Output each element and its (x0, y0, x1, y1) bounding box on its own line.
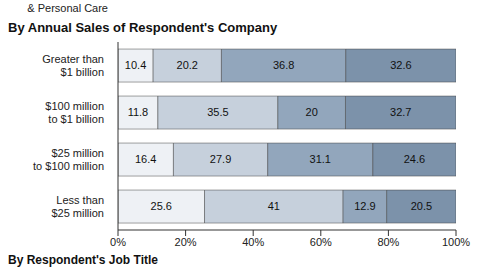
svg-text:10.4: 10.4 (125, 59, 146, 71)
svg-text:60%: 60% (310, 236, 332, 248)
html-text:By Respondent's Job Title: By Respondent's Job Title (8, 253, 158, 267)
svg-text:$25 millionto $100 million: $25 millionto $100 million (33, 147, 104, 172)
svg-text:27.9: 27.9 (210, 153, 231, 165)
svg-text:12.9: 12.9 (354, 200, 375, 212)
svg-text:36.8: 36.8 (273, 59, 294, 71)
svg-text:24.6: 24.6 (404, 153, 425, 165)
svg-text:32.7: 32.7 (390, 106, 411, 118)
svg-text:Greater than$1 billion: Greater than$1 billion (42, 53, 104, 78)
svg-text:11.8: 11.8 (128, 106, 149, 118)
html-text:By Annual Sales of Respondent': By Annual Sales of Respondent's Company (8, 20, 278, 35)
svg-text:20.5: 20.5 (411, 200, 432, 212)
svg-text:16.4: 16.4 (135, 153, 156, 165)
svg-text:31.1: 31.1 (310, 153, 331, 165)
svg-text:35.5: 35.5 (207, 106, 228, 118)
svg-text:20: 20 (306, 106, 318, 118)
svg-text:0%: 0% (110, 236, 126, 248)
svg-text:$100 millionto $1 billion: $100 millionto $1 billion (45, 100, 104, 125)
svg-text:41: 41 (268, 200, 280, 212)
svg-text:20.2: 20.2 (177, 59, 198, 71)
svg-text:20%: 20% (175, 236, 197, 248)
svg-text:100%: 100% (442, 236, 470, 248)
svg-text:32.6: 32.6 (390, 59, 411, 71)
svg-text:Less than$25 million: Less than$25 million (51, 194, 104, 219)
svg-text:40%: 40% (242, 236, 264, 248)
svg-text:80%: 80% (377, 236, 399, 248)
html-text:& Personal Care: & Personal Care (27, 2, 108, 14)
svg-text:25.6: 25.6 (151, 200, 172, 212)
